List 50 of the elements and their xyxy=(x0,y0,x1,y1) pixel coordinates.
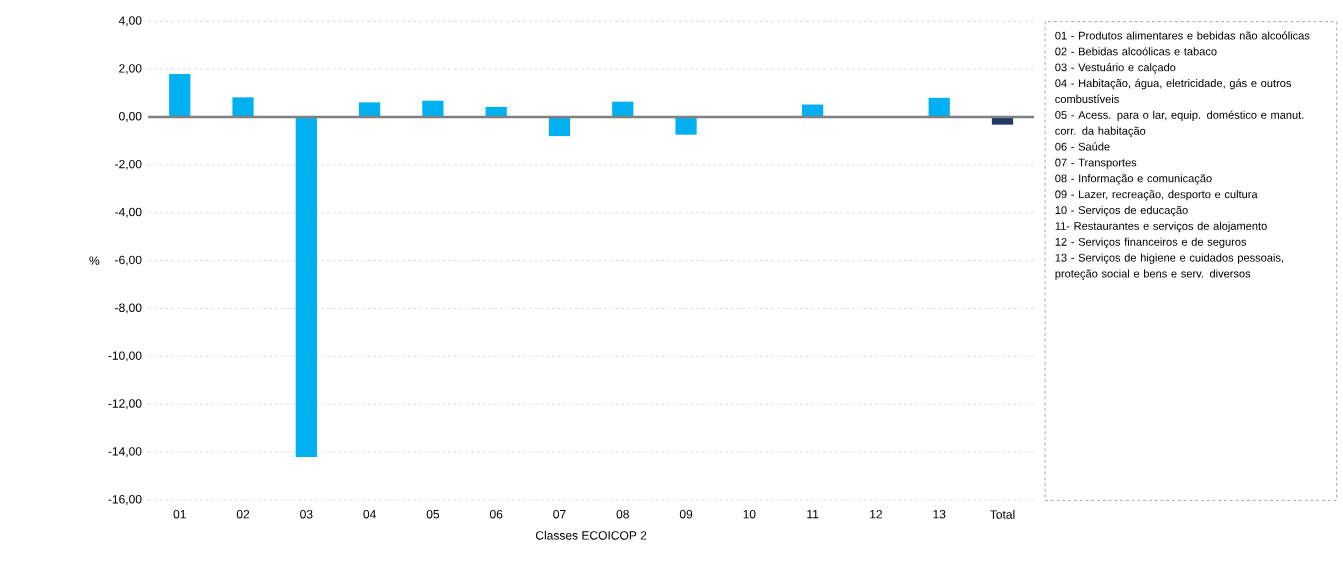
text: 12 - Serviços financeiros e de seguros xyxy=(1055,237,1247,248)
bar xyxy=(612,101,634,117)
text: 01 - Produtos alimentares e bebidas não alcoólicas xyxy=(1055,31,1310,40)
text: 09 - Lazer, recreação, desporto e cultura xyxy=(1055,189,1258,201)
y-tick-label: -12,00 xyxy=(108,399,142,409)
y-tick-label: 0,00 xyxy=(119,111,142,122)
bar xyxy=(548,116,571,136)
text: 03 - Vestuário e calçado xyxy=(1055,62,1176,74)
bar xyxy=(991,116,1014,125)
y-tick-label: 4,00 xyxy=(118,16,142,26)
bar xyxy=(359,102,381,117)
text: 10 - Serviços de educação xyxy=(1055,205,1188,217)
x-tick-label: 03 xyxy=(300,509,313,519)
y-axis-title: % xyxy=(89,256,100,265)
bar xyxy=(295,116,317,457)
bar xyxy=(928,97,950,117)
text: 13 - Serviços de higiene e cuidados pessoais, proteção social e bens e serv. diversos xyxy=(1055,253,1284,280)
x-tick-label: 02 xyxy=(236,509,250,519)
x-tick-label: 10 xyxy=(743,509,756,519)
text: 07 - Transportes xyxy=(1055,158,1137,169)
x-tick-label: 13 xyxy=(933,509,946,519)
x-tick-label: 06 xyxy=(489,509,503,519)
y-tick-label: -4,00 xyxy=(115,207,142,218)
x-tick-label: 09 xyxy=(679,509,693,519)
x-tick-label: 08 xyxy=(616,509,629,519)
text: 06 - Saúde xyxy=(1055,142,1110,151)
y-tick-label: -8,00 xyxy=(115,303,142,314)
x-axis-title: Classes ECOICOP 2 xyxy=(535,530,647,540)
y-tick-label: -16,00 xyxy=(108,494,142,505)
bar xyxy=(422,100,444,117)
x-tick-label: 04 xyxy=(363,509,376,519)
x-tick-label: 05 xyxy=(426,509,440,519)
x-tick-label: 12 xyxy=(870,509,882,519)
y-tick-label: -10,00 xyxy=(108,351,142,362)
text: 02 - Bebidas alcoólicas e tabaco xyxy=(1055,46,1217,56)
y-tick-label: 2,00 xyxy=(119,63,142,74)
x-tick-label: Total xyxy=(990,509,1015,519)
x-tick-label: 07 xyxy=(553,509,566,519)
y-tick-label: -2,00 xyxy=(115,159,142,170)
y-tick-label: -6,00 xyxy=(115,255,142,266)
text: 11- Restaurantes e serviços de alojamento xyxy=(1055,221,1267,232)
text: 04 - Habitação, água, eletricidade, gás e outros combustíveis xyxy=(1055,78,1292,103)
text: 08 - Informação e comunicação xyxy=(1055,174,1212,185)
x-tick-label: 01 xyxy=(173,509,186,519)
bar xyxy=(675,116,697,135)
y-tick-label: -14,00 xyxy=(108,446,142,457)
bar xyxy=(232,97,254,117)
x-tick-label: 11 xyxy=(807,509,819,519)
text: 05 - Acess. para o lar, equip. doméstico e manut. corr. da habitação xyxy=(1055,110,1304,137)
bar xyxy=(169,73,191,117)
